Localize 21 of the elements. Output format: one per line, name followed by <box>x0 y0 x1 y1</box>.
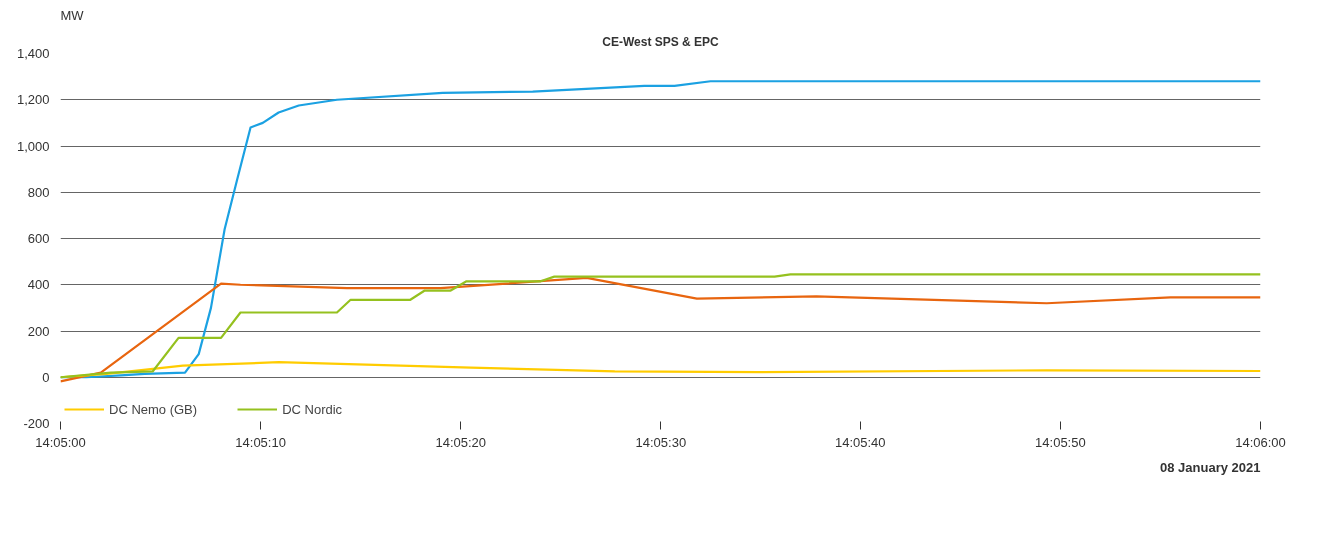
x-tick-label: 14:06:00 <box>1235 434 1286 450</box>
text: 08 January 2021 <box>1160 459 1261 475</box>
y-tick-label: 400 <box>27 277 50 293</box>
x-tick-label: 14:05:00 <box>35 434 86 450</box>
y-tick-label: 0 <box>42 369 50 385</box>
y-tick-label: 800 <box>27 184 50 200</box>
y-tick-label: 1,000 <box>16 138 50 154</box>
legend-label: DC Nemo (GB) <box>109 401 198 417</box>
x-tick-label: 14:05:20 <box>435 434 487 450</box>
x-tick-label: 14:05:30 <box>635 434 687 450</box>
x-tick-label: 14:05:50 <box>1035 434 1086 450</box>
y-tick-label: 200 <box>27 323 50 339</box>
y-tick-label: -200 <box>23 416 50 431</box>
y-tick-label: 600 <box>27 231 50 246</box>
chart-title: CE-West SPS & EPC <box>602 34 720 49</box>
x-tick-label: 14:05:40 <box>834 434 886 450</box>
legend-label: DC Nordic <box>282 401 343 417</box>
y-tick-label: 1,400 <box>16 46 50 61</box>
y-axis-title: MW <box>60 7 85 23</box>
y-tick-label: 1,200 <box>16 92 50 108</box>
x-tick-label: 14:05:10 <box>235 434 286 450</box>
